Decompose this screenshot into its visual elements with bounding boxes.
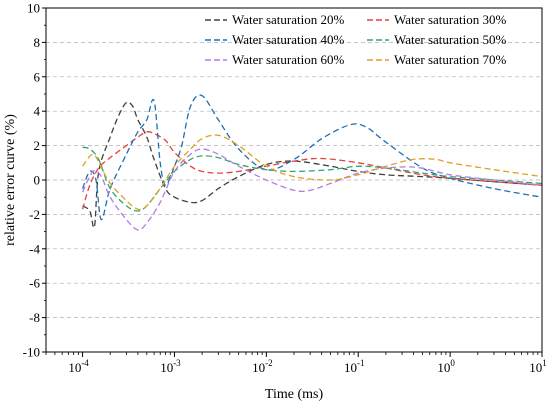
x-axis: 10-4 10-3 10-2 10-1 100 101 xyxy=(45,352,547,375)
y-tick-label: 0 xyxy=(34,173,41,188)
x-tick-label: 10-3 xyxy=(160,358,181,375)
series-line-2 xyxy=(81,131,543,210)
series-lines xyxy=(81,94,543,231)
y-axis-title: relative error curve (%) xyxy=(3,114,18,246)
x-tick-label: 100 xyxy=(437,358,455,375)
y-tick-label: -4 xyxy=(29,241,40,256)
y-tick-label: 8 xyxy=(34,35,41,50)
x-tick-label: 10-4 xyxy=(68,358,89,375)
y-tick-label: -10 xyxy=(23,345,40,360)
legend-label-2: Water saturation 30% xyxy=(394,12,506,27)
x-tick-label: 10-2 xyxy=(252,358,273,375)
x-tick-label: 101 xyxy=(529,358,547,375)
y-tick-label: 10 xyxy=(27,1,40,16)
legend-label-3: Water saturation 40% xyxy=(232,32,344,47)
series-line-1 xyxy=(82,101,543,229)
gridlines xyxy=(46,42,542,318)
y-axis: -10 -8 -6 -4 -2 0 2 4 6 8 10 xyxy=(23,1,46,360)
y-tick-label: 4 xyxy=(34,104,41,119)
legend-label-4: Water saturation 50% xyxy=(394,32,506,47)
y-tick-label: 6 xyxy=(34,69,41,84)
series-line-4 xyxy=(82,146,543,212)
series-line-5 xyxy=(82,148,543,231)
y-tick-label: -6 xyxy=(29,276,40,291)
legend-label-1: Water saturation 20% xyxy=(232,12,344,27)
legend-label-5: Water saturation 60% xyxy=(232,52,344,67)
x-tick-label: 10-1 xyxy=(344,358,365,375)
x-axis-title: Time (ms) xyxy=(265,387,324,402)
legend-label-6: Water saturation 70% xyxy=(394,52,506,67)
legend: Water saturation 20% Water saturation 30%… xyxy=(205,12,506,67)
y-tick-label: -2 xyxy=(29,207,40,222)
y-tick-label: 2 xyxy=(34,138,41,153)
series-line-3 xyxy=(81,94,543,221)
y-tick-label: -8 xyxy=(29,310,40,325)
series-line-6 xyxy=(82,134,543,211)
